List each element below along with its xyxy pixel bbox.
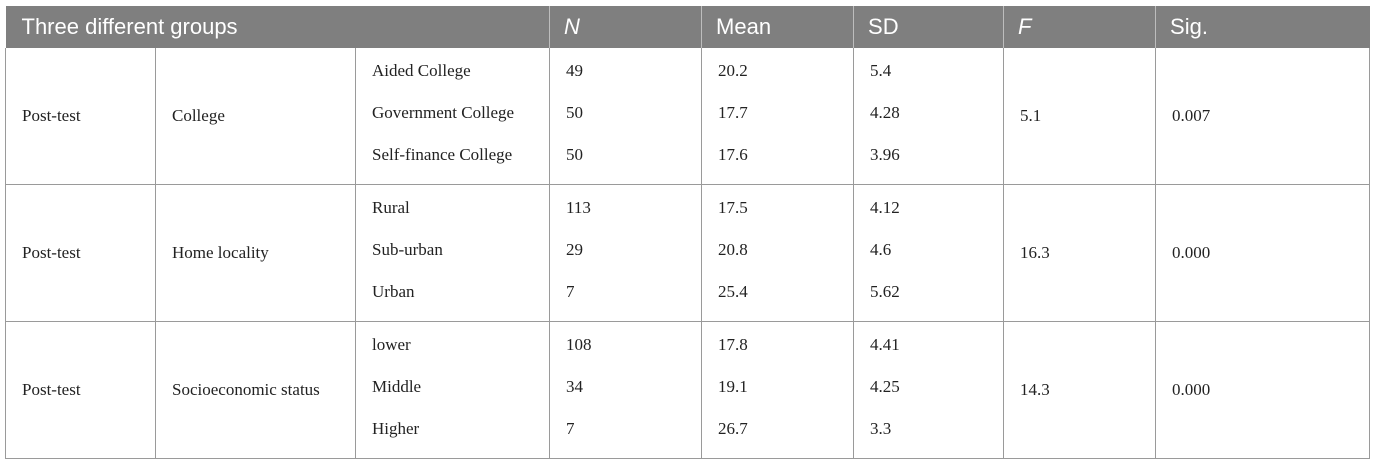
n-value: 34	[566, 377, 584, 396]
mean-value: 25.4	[718, 282, 748, 301]
sd-value: 5.4	[870, 61, 892, 80]
level-label: Rural	[372, 198, 410, 217]
n-value: 29	[566, 240, 584, 259]
mean-value: 17.7	[718, 103, 748, 122]
n-cell: 49 50 50	[549, 48, 702, 185]
header-sd: SD	[853, 6, 1004, 48]
n-cell: 108 34 7	[549, 321, 702, 459]
mean-value: 26.7	[718, 419, 748, 438]
n-value: 113	[566, 198, 591, 217]
level-label: Self-finance College	[372, 145, 513, 164]
n-value: 50	[566, 103, 584, 122]
header-groups: Three different groups	[5, 6, 550, 48]
header-mean: Mean	[701, 6, 854, 48]
levels-cell: lower Middle Higher	[354, 321, 550, 459]
test-cell: Post-test	[5, 48, 156, 185]
sd-cell: 5.4 4.28 3.96	[853, 48, 1004, 185]
table-row-college: Post-test College Aided College Governme…	[5, 48, 1371, 185]
mean-cell: 17.8 19.1 26.7	[701, 321, 854, 459]
sd-cell: 4.41 4.25 3.3	[853, 321, 1004, 459]
f-cell: 5.1	[1003, 48, 1156, 185]
n-cell: 113 29 7	[549, 184, 702, 322]
sd-value: 4.25	[870, 377, 900, 396]
sig-cell: 0.007	[1155, 48, 1371, 185]
sd-value: 4.28	[870, 103, 900, 122]
header-row: Three different groups N Mean SD F Sig.	[5, 6, 1370, 48]
f-cell: 14.3	[1003, 321, 1156, 459]
levels-cell: Rural Sub-urban Urban	[354, 184, 550, 322]
table-row-socioeconomic-status: Post-test Socioeconomic status lower Mid…	[5, 321, 1371, 459]
mean-cell: 17.5 20.8 25.4	[701, 184, 854, 322]
sig-cell: 0.000	[1155, 184, 1371, 322]
f-cell: 16.3	[1003, 184, 1156, 322]
n-value: 7	[566, 282, 575, 301]
sd-value: 5.62	[870, 282, 900, 301]
mean-value: 17.8	[718, 335, 748, 354]
level-label: Aided College	[372, 61, 471, 80]
sd-value: 4.12	[870, 198, 900, 217]
level-label: Middle	[372, 377, 422, 396]
variable-cell: Socioeconomic status	[155, 321, 356, 459]
mean-value: 17.6	[718, 145, 748, 164]
level-label: Urban	[372, 282, 415, 301]
mean-value: 20.8	[718, 240, 748, 259]
sd-value: 3.96	[870, 145, 900, 164]
sig-cell: 0.000	[1155, 321, 1371, 459]
level-label: Government College	[372, 103, 515, 122]
n-value: 108	[566, 335, 592, 354]
sd-value: 4.41	[870, 335, 900, 354]
mean-value: 19.1	[718, 377, 748, 396]
header-sig: Sig.	[1155, 6, 1370, 48]
mean-value: 20.2	[718, 61, 748, 80]
header-n: N	[549, 6, 702, 48]
variable-cell: College	[155, 48, 356, 185]
variable-cell: Home locality	[155, 184, 356, 322]
level-label: Higher	[372, 419, 420, 438]
level-label: lower	[372, 335, 411, 354]
levels-cell: Aided College Government College Self-fi…	[354, 48, 550, 185]
sd-value: 3.3	[870, 419, 892, 438]
n-value: 7	[566, 419, 575, 438]
header-f: F	[1003, 6, 1156, 48]
mean-cell: 20.2 17.7 17.6	[701, 48, 854, 185]
n-value: 49	[566, 61, 584, 80]
anova-table: Three different groups N Mean SD F Sig. …	[5, 6, 1371, 459]
table-row-home-locality: Post-test Home locality Rural Sub-urban …	[5, 184, 1371, 322]
n-value: 50	[566, 145, 584, 164]
test-cell: Post-test	[5, 184, 156, 322]
sd-cell: 4.12 4.6 5.62	[853, 184, 1004, 322]
mean-value: 17.5	[718, 198, 748, 217]
test-cell: Post-test	[5, 321, 156, 459]
sd-value: 4.6	[870, 240, 892, 259]
level-label: Sub-urban	[372, 240, 443, 259]
